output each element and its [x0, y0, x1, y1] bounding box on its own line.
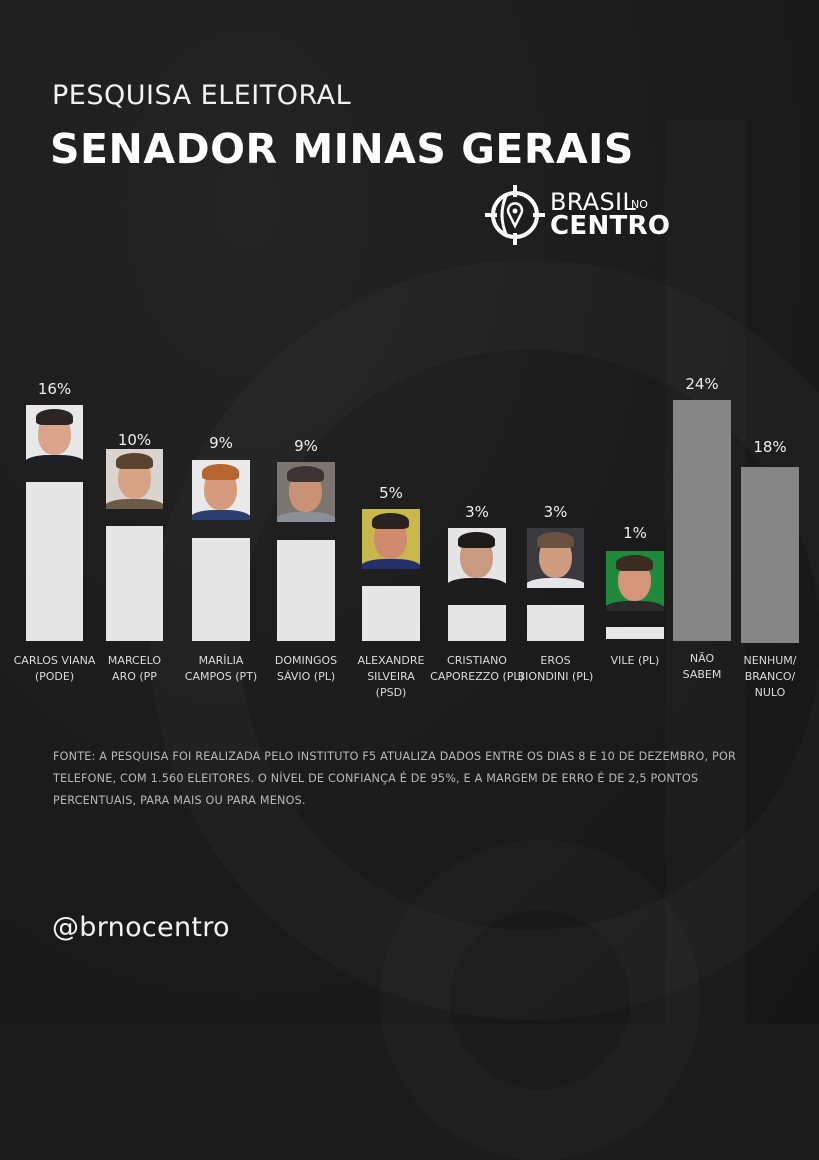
hair-shape — [202, 464, 239, 480]
bar — [26, 482, 83, 641]
value-label: 3% — [543, 503, 568, 521]
shoulders-shape — [527, 578, 584, 588]
logo-text-brasil: BRASIL — [550, 188, 637, 216]
value-label: 10% — [117, 431, 152, 449]
candidate-photo — [106, 449, 163, 509]
value-label: 9% — [209, 434, 233, 452]
value-label: 5% — [379, 484, 403, 502]
value-label: 9% — [294, 437, 318, 455]
chart-title: SENADOR MINAS GERAIS — [50, 125, 634, 173]
hair-shape — [372, 513, 409, 529]
category-label: EROS BIONDINI (PL) — [517, 654, 594, 683]
candidate-photo — [277, 462, 335, 522]
category-label: VILE (PL) — [610, 654, 660, 667]
crosshair-location-pin-icon — [485, 185, 545, 245]
candidate-photo — [192, 460, 250, 520]
shoulders-shape — [362, 559, 420, 569]
chart-subtitle: PESQUISA ELEITORAL — [52, 80, 352, 111]
category-label: MARCELO ARO (PP — [107, 654, 162, 683]
category-label: NÃO SABEM — [682, 652, 722, 681]
logo-watermark-secondary — [380, 840, 700, 1160]
shoulders-shape — [606, 601, 664, 611]
shoulders-shape — [26, 455, 83, 465]
candidate-photo — [606, 551, 664, 611]
candidate-photo — [26, 405, 83, 465]
shoulders-shape — [106, 499, 163, 509]
category-label: MARÍLIA CAMPOS (PT) — [184, 654, 258, 683]
category-label: DOMINGOS SÁVIO (PL) — [274, 654, 338, 683]
category-label: NENHUM/ BRANCO/ NULO — [743, 654, 797, 699]
value-label: 16% — [37, 380, 72, 398]
bar — [606, 627, 664, 639]
bar — [192, 538, 250, 641]
shoulders-shape — [277, 512, 335, 522]
category-label: CRISTIANO CAPOREZZO (PL) — [430, 654, 524, 683]
candidate-photo — [362, 509, 420, 569]
hair-shape — [458, 532, 495, 548]
value-label: 1% — [623, 524, 647, 542]
value-label: 18% — [753, 438, 787, 456]
bar — [741, 467, 799, 643]
bar — [106, 526, 163, 641]
hair-shape — [537, 532, 574, 548]
hair-shape — [36, 409, 73, 425]
bar — [448, 605, 506, 641]
logo-text-no: NO — [631, 198, 648, 211]
source-note: FONTE: A PESQUISA FOI REALIZADA PELO INS… — [53, 750, 736, 807]
hair-shape — [287, 466, 324, 482]
brand-logo: BRASIL NO CENTRO — [484, 184, 684, 246]
category-label: ALEXANDRE SILVEIRA (PSD) — [357, 654, 425, 699]
value-label: 24% — [685, 375, 719, 393]
logo-text-centro: CENTRO — [550, 211, 671, 241]
bar — [362, 586, 420, 641]
candidate-photo — [448, 528, 506, 588]
category-label: CARLOS VIANA (PODE) — [13, 654, 96, 683]
candidate-photo — [527, 528, 584, 588]
shoulders-shape — [448, 578, 506, 588]
bar — [673, 400, 731, 641]
bar — [277, 540, 335, 641]
hair-shape — [616, 555, 653, 571]
shoulders-shape — [192, 510, 250, 520]
value-label: 3% — [465, 503, 489, 521]
social-handle: @brnocentro — [52, 912, 230, 943]
hair-shape — [116, 453, 153, 469]
bar — [527, 605, 584, 641]
